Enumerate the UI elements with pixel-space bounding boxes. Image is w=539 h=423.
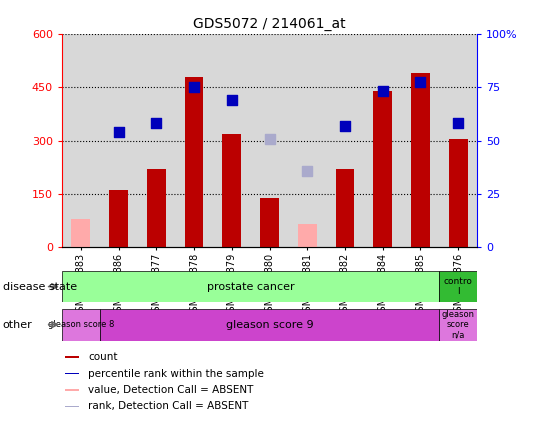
Bar: [251, 34, 288, 247]
Bar: [298, 224, 317, 247]
Text: rank, Detection Call = ABSENT: rank, Detection Call = ABSENT: [88, 401, 248, 411]
Bar: [288, 34, 326, 247]
Text: gleason score 9: gleason score 9: [226, 320, 313, 330]
Text: value, Detection Call = ABSENT: value, Detection Call = ABSENT: [88, 385, 253, 395]
Bar: [184, 77, 204, 247]
Text: gleason score 8: gleason score 8: [47, 320, 114, 329]
Bar: [65, 406, 79, 407]
Text: count: count: [88, 352, 118, 362]
Point: [416, 79, 425, 85]
Bar: [260, 198, 279, 247]
Bar: [100, 34, 137, 247]
Title: GDS5072 / 214061_at: GDS5072 / 214061_at: [193, 17, 346, 31]
Text: contro
l: contro l: [444, 277, 473, 296]
Bar: [213, 34, 251, 247]
Text: other: other: [3, 320, 32, 330]
Bar: [439, 271, 477, 302]
Point: [341, 123, 349, 130]
Text: percentile rank within the sample: percentile rank within the sample: [88, 368, 264, 379]
Point: [227, 96, 236, 103]
Bar: [109, 190, 128, 247]
Bar: [222, 134, 241, 247]
Bar: [326, 34, 364, 247]
Bar: [439, 309, 477, 341]
Bar: [71, 219, 90, 247]
Text: prostate cancer: prostate cancer: [207, 282, 294, 291]
Bar: [147, 169, 166, 247]
Point: [114, 128, 123, 135]
Text: gleason
score
n/a: gleason score n/a: [441, 310, 475, 340]
Bar: [402, 34, 439, 247]
Point: [454, 119, 462, 126]
Bar: [364, 34, 402, 247]
Point: [303, 168, 312, 174]
Bar: [62, 309, 100, 341]
Point: [265, 135, 274, 142]
Point: [378, 88, 387, 94]
Bar: [175, 34, 213, 247]
Bar: [65, 373, 79, 374]
Text: disease state: disease state: [3, 282, 77, 291]
Bar: [373, 91, 392, 247]
Bar: [100, 309, 439, 341]
Bar: [439, 34, 477, 247]
Bar: [137, 34, 175, 247]
Bar: [65, 389, 79, 391]
Bar: [335, 169, 355, 247]
Bar: [62, 34, 100, 247]
Bar: [65, 357, 79, 358]
Point: [190, 84, 198, 91]
Bar: [448, 139, 467, 247]
Bar: [411, 73, 430, 247]
Point: [152, 119, 161, 126]
